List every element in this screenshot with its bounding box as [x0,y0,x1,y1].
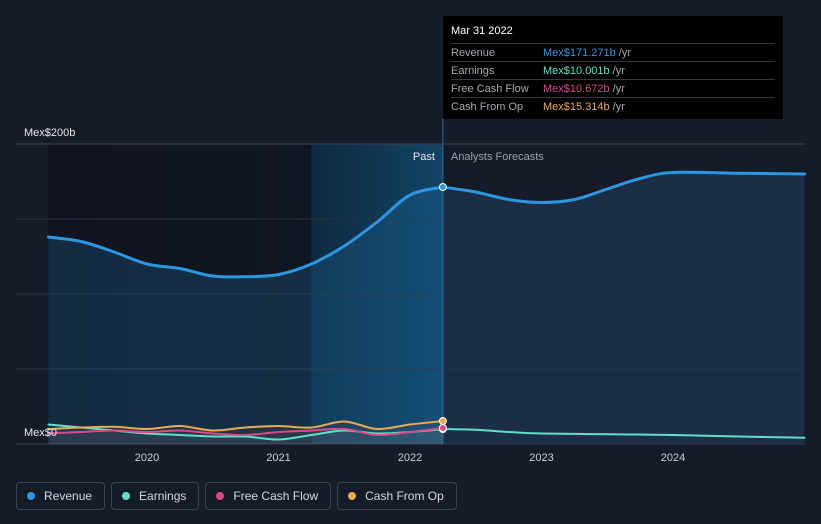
y-axis-top-label: Mex$200b [24,127,75,139]
cash-from-op-line [47,420,444,432]
legend-item-free-cash-flow[interactable]: Free Cash Flow [205,482,332,510]
earnings-area [48,424,443,444]
past-label: Past [413,151,435,163]
legend-dot-icon [27,492,35,500]
tooltip-value: Mex$171.271b [543,46,616,59]
tooltip-unit: /yr [612,100,625,113]
revenue-past-area [48,187,443,445]
x-tick-label: 2021 [266,452,290,464]
tooltip-row-revenue: Revenue Mex$171.271b /yr [451,43,775,61]
legend-label: Revenue [44,489,93,503]
free-cash-flow-line [47,426,444,437]
tooltip-label: Cash From Op [451,100,524,113]
tooltip-date: Mar 31 2022 [451,25,513,37]
legend-label: Earnings [139,489,187,503]
legend-dot-icon [348,492,357,500]
tooltip-label: Free Cash Flow [451,82,529,95]
tooltip-value: Mex$15.314b [543,100,610,113]
tooltip-unit: /yr [618,46,632,59]
revenue-line [46,185,445,279]
legend: Revenue Earnings Free Cash Flow Cash Fro… [16,482,457,510]
x-tick-label: 2020 [135,452,159,464]
series-areas [48,172,805,445]
x-tick-label: 2024 [661,452,685,464]
tooltip-row-earnings: Earnings Mex$10.001b /yr [451,61,775,79]
tooltip-label: Revenue [451,46,496,59]
revenue-forecast-line [441,170,806,205]
x-axis-ticks: 2020 2021 2022 2023 2024 [135,452,685,464]
legend-dot-icon [216,492,225,500]
y-axis-bottom-label: Mex$0 [24,427,57,439]
tooltip-value: Mex$10.672b [543,82,610,95]
tooltip-row-cash-from-op: Cash From Op Mex$15.314b /yr [451,97,775,115]
forecast-label: Analysts Forecasts [451,151,544,163]
revenue-marker [438,183,447,192]
cash-from-op-area [48,421,443,444]
legend-item-revenue[interactable]: Revenue [16,482,106,510]
cash-from-op-marker [438,417,447,426]
free-cash-flow-marker [438,423,447,432]
tooltip-label: Earnings [451,64,495,77]
legend-dot-icon [122,492,131,500]
x-tick-label: 2023 [529,452,553,464]
tooltip-unit: /yr [612,64,625,77]
revenue-forecast-area [442,172,805,444]
tooltip-value: Mex$10.001b [543,64,610,77]
earnings-forecast-line [441,428,806,439]
legend-item-cash-from-op[interactable]: Cash From Op [337,482,457,510]
hover-markers [438,183,447,433]
legend-label: Cash From Op [365,489,444,503]
tooltip: Mar 31 2022 Revenue Mex$171.271b /yr Ear… [443,16,783,119]
tooltip-row-free-cash-flow: Free Cash Flow Mex$10.672b /yr [451,79,775,97]
tooltip-unit: /yr [612,82,625,95]
x-tick-label: 2022 [398,452,422,464]
series-lines [46,170,806,441]
legend-item-earnings[interactable]: Earnings [111,482,200,510]
legend-label: Free Cash Flow [233,489,319,503]
